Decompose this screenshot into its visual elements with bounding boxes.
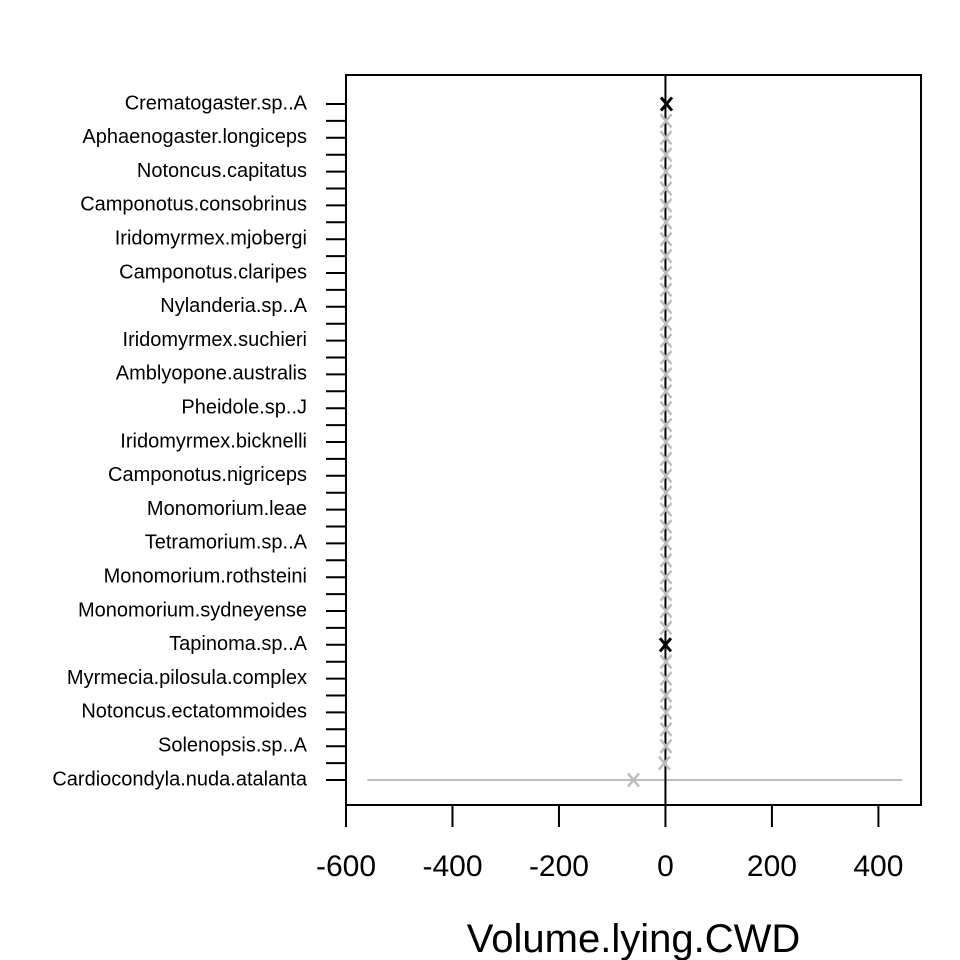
y-tick-label: Tetramorium.sp..A [145, 532, 308, 554]
y-tick-label: Notoncus.capitatus [137, 160, 307, 182]
y-tick-label: Monomorium.sydneyense [78, 599, 307, 621]
y-tick-label: Myrmecia.pilosula.complex [67, 667, 307, 689]
y-tick-label: Amblyopone.australis [116, 363, 307, 385]
x-axis-title: Volume.lying.CWD [467, 917, 800, 960]
point-marker [659, 265, 673, 281]
significant-point-marker [658, 637, 673, 653]
y-axis-ticks [326, 103, 346, 781]
point-marker [659, 502, 673, 518]
point-marker [659, 552, 673, 568]
point-marker [627, 772, 640, 788]
y-tick-label: Tapinoma.sp..A [169, 633, 308, 655]
point-marker [659, 519, 673, 534]
point-marker [659, 164, 673, 180]
point-marker [659, 603, 673, 619]
x-tick-label: -600 [316, 850, 376, 883]
y-tick-label: Iridomyrmex.bicknelli [120, 430, 307, 452]
y-tick-label: Camponotus.consobrinus [80, 194, 307, 216]
point-marker [659, 214, 673, 230]
x-axis: -600 -400 -200 0 200 400 [316, 804, 903, 883]
point-markers [627, 96, 674, 788]
y-tick-label: Camponotus.claripes [119, 261, 307, 283]
x-tick-label: 200 [747, 850, 797, 883]
point-marker [659, 721, 673, 737]
y-tick-label: Iridomyrmex.mjobergi [115, 227, 307, 249]
point-marker [659, 671, 673, 687]
point-marker [659, 654, 673, 670]
y-axis-labels: Crematogaster.sp..A Aphaenogaster.longice… [52, 92, 308, 790]
y-tick-label: Notoncus.ectatommoides [81, 701, 307, 723]
y-tick-label: Aphaenogaster.longiceps [82, 126, 307, 148]
y-tick-label: Pheidole.sp..J [181, 396, 307, 418]
point-marker [659, 350, 673, 365]
point-marker [659, 147, 673, 163]
x-tick-label: 400 [853, 850, 903, 883]
point-marker [659, 569, 673, 585]
y-tick-label: Camponotus.nigriceps [108, 464, 307, 486]
point-marker [659, 485, 673, 501]
point-marker [659, 366, 673, 382]
point-marker [659, 333, 673, 349]
point-marker [659, 434, 673, 450]
y-tick-label: Cardiocondyla.nuda.atalanta [52, 768, 308, 790]
point-marker [659, 113, 673, 129]
x-tick-label: -400 [422, 850, 482, 883]
point-marker [659, 400, 673, 416]
point-marker [659, 231, 673, 247]
point-marker [659, 417, 673, 433]
point-marker [657, 755, 671, 771]
y-tick-label: Monomorium.leae [147, 498, 307, 520]
point-marker [659, 738, 673, 754]
point-marker [659, 197, 673, 213]
significant-point-marker [659, 96, 674, 112]
x-tick-label: 0 [657, 850, 674, 883]
x-tick-label: -200 [529, 850, 589, 883]
point-marker [659, 620, 673, 636]
y-tick-label: Monomorium.rothsteini [104, 565, 307, 587]
point-marker [659, 282, 673, 298]
point-marker [659, 451, 673, 467]
point-marker [659, 586, 673, 602]
point-marker [659, 130, 673, 146]
y-tick-label: Crematogaster.sp..A [125, 92, 308, 114]
point-marker [659, 383, 673, 399]
y-tick-label: Nylanderia.sp..A [160, 295, 307, 317]
point-marker [659, 535, 673, 551]
y-tick-label: Iridomyrmex.suchieri [123, 329, 307, 351]
point-marker [659, 468, 673, 484]
point-marker [659, 299, 673, 315]
point-marker [659, 688, 673, 703]
point-marker [659, 248, 673, 264]
point-marker [659, 704, 673, 720]
point-marker [659, 316, 673, 332]
point-marker [659, 181, 673, 196]
y-tick-label: Solenopsis.sp..A [158, 734, 308, 756]
